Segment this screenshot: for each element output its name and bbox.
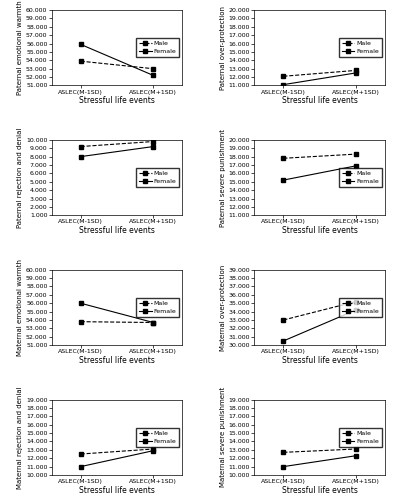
Line: Female: Female: [281, 308, 358, 342]
Female: [151, 320, 156, 326]
Male: [151, 446, 156, 452]
Female: [354, 307, 358, 313]
Male: [354, 151, 358, 157]
Line: Male: Male: [281, 448, 358, 454]
Female: [281, 82, 286, 87]
Line: Male: Male: [79, 320, 155, 324]
Line: Female: Female: [79, 302, 155, 324]
Male: [281, 450, 286, 456]
Legend: Male, Female: Male, Female: [339, 168, 382, 188]
Line: Male: Male: [281, 152, 358, 160]
Y-axis label: Maternal rejection and denial: Maternal rejection and denial: [17, 386, 23, 488]
Female: [354, 163, 358, 169]
Male: [281, 317, 286, 323]
X-axis label: Stressful life events: Stressful life events: [282, 486, 358, 494]
Female: [281, 177, 286, 183]
Female: [151, 448, 156, 454]
Female: [151, 144, 156, 150]
Female: [78, 154, 83, 160]
Female: [281, 464, 286, 469]
Line: Female: Female: [79, 42, 155, 77]
Legend: Male, Female: Male, Female: [136, 298, 179, 317]
Y-axis label: Maternal severe punishment: Maternal severe punishment: [220, 387, 226, 488]
Y-axis label: Paternal over-protection: Paternal over-protection: [220, 6, 226, 89]
Y-axis label: Paternal severe punishment: Paternal severe punishment: [220, 128, 226, 226]
Male: [151, 138, 156, 144]
Male: [354, 298, 358, 304]
Line: Female: Female: [281, 71, 358, 86]
X-axis label: Stressful life events: Stressful life events: [282, 226, 358, 235]
Line: Female: Female: [281, 454, 358, 468]
Legend: Male, Female: Male, Female: [339, 38, 382, 58]
Female: [151, 72, 156, 78]
Male: [151, 66, 156, 71]
Line: Male: Male: [79, 60, 155, 70]
Female: [78, 42, 83, 48]
Y-axis label: Paternal emotional warmth: Paternal emotional warmth: [17, 0, 23, 95]
Female: [78, 300, 83, 306]
Female: [354, 70, 358, 76]
Y-axis label: Paternal rejection and denial: Paternal rejection and denial: [17, 128, 23, 228]
Male: [78, 144, 83, 150]
X-axis label: Stressful life events: Stressful life events: [79, 486, 155, 494]
Y-axis label: Maternal emotional warmth: Maternal emotional warmth: [17, 259, 23, 356]
Female: [78, 464, 83, 469]
Y-axis label: Maternal over-protection: Maternal over-protection: [220, 264, 226, 350]
Legend: Male, Female: Male, Female: [136, 38, 179, 58]
Male: [78, 318, 83, 324]
Line: Female: Female: [79, 449, 155, 468]
Legend: Male, Female: Male, Female: [136, 168, 179, 188]
Line: Female: Female: [281, 164, 358, 182]
Male: [354, 68, 358, 73]
Line: Male: Male: [79, 448, 155, 456]
X-axis label: Stressful life events: Stressful life events: [282, 96, 358, 105]
X-axis label: Stressful life events: Stressful life events: [79, 96, 155, 105]
X-axis label: Stressful life events: Stressful life events: [79, 356, 155, 364]
Female: [354, 452, 358, 458]
Male: [78, 58, 83, 64]
Female: [281, 338, 286, 344]
Line: Male: Male: [281, 300, 358, 322]
Line: Female: Female: [79, 145, 155, 158]
Male: [78, 451, 83, 457]
Male: [354, 446, 358, 452]
Line: Male: Male: [79, 140, 155, 148]
Male: [281, 156, 286, 162]
Line: Male: Male: [281, 68, 358, 78]
Legend: Male, Female: Male, Female: [339, 428, 382, 447]
Male: [151, 320, 156, 326]
Legend: Male, Female: Male, Female: [136, 428, 179, 447]
X-axis label: Stressful life events: Stressful life events: [79, 226, 155, 235]
Male: [281, 74, 286, 80]
Legend: Male, Female: Male, Female: [339, 298, 382, 317]
X-axis label: Stressful life events: Stressful life events: [282, 356, 358, 364]
